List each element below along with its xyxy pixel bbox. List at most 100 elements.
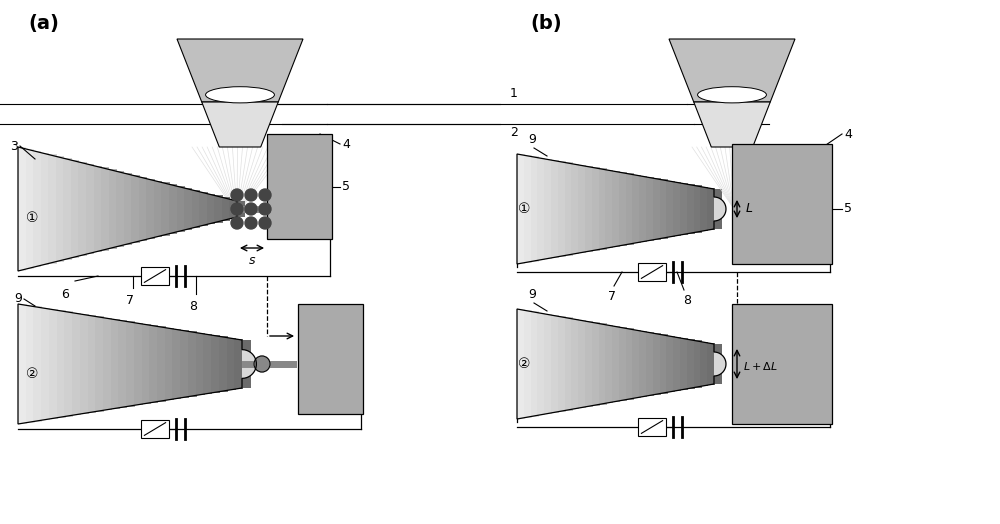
Polygon shape — [707, 188, 715, 230]
Polygon shape — [524, 310, 532, 418]
Polygon shape — [694, 341, 702, 388]
Polygon shape — [700, 342, 708, 386]
Polygon shape — [154, 180, 162, 237]
Polygon shape — [632, 174, 641, 244]
Polygon shape — [673, 337, 681, 391]
Text: (a): (a) — [28, 14, 59, 33]
Polygon shape — [619, 327, 627, 401]
Bar — [732, 144, 832, 264]
Polygon shape — [80, 314, 89, 414]
Text: 8: 8 — [683, 294, 691, 307]
Polygon shape — [172, 329, 181, 399]
Polygon shape — [666, 335, 675, 392]
Polygon shape — [124, 173, 132, 245]
Polygon shape — [626, 173, 634, 245]
Bar — [732, 304, 832, 424]
Polygon shape — [116, 171, 124, 247]
Polygon shape — [139, 177, 147, 241]
Text: 7: 7 — [608, 290, 616, 303]
Polygon shape — [565, 318, 573, 410]
Polygon shape — [49, 309, 58, 419]
Polygon shape — [33, 151, 41, 267]
Circle shape — [245, 203, 257, 215]
Polygon shape — [639, 176, 647, 242]
Bar — [298, 304, 363, 414]
Polygon shape — [687, 339, 695, 389]
Polygon shape — [95, 316, 104, 411]
Polygon shape — [646, 332, 654, 396]
Polygon shape — [207, 193, 215, 224]
Polygon shape — [26, 305, 35, 423]
Text: 8: 8 — [189, 300, 197, 313]
Polygon shape — [639, 331, 647, 397]
Circle shape — [254, 356, 270, 372]
Circle shape — [245, 189, 257, 201]
Polygon shape — [165, 328, 174, 400]
Polygon shape — [592, 322, 600, 406]
Polygon shape — [242, 350, 256, 378]
Polygon shape — [694, 185, 702, 233]
Polygon shape — [592, 167, 600, 250]
Polygon shape — [558, 316, 566, 412]
Circle shape — [231, 189, 243, 201]
Polygon shape — [694, 102, 770, 147]
Polygon shape — [188, 331, 197, 397]
Polygon shape — [619, 172, 627, 246]
Polygon shape — [714, 352, 726, 376]
Polygon shape — [599, 169, 607, 249]
Text: 4: 4 — [342, 137, 350, 150]
Bar — [141, 420, 169, 439]
Polygon shape — [192, 190, 200, 228]
Polygon shape — [57, 310, 66, 418]
Polygon shape — [101, 168, 109, 250]
Text: $L$: $L$ — [745, 202, 753, 215]
Polygon shape — [180, 330, 189, 398]
Bar — [638, 418, 666, 436]
Polygon shape — [64, 311, 73, 417]
Polygon shape — [669, 39, 795, 102]
Polygon shape — [26, 149, 34, 269]
Polygon shape — [714, 189, 722, 229]
Polygon shape — [565, 162, 573, 256]
Polygon shape — [714, 197, 726, 221]
Polygon shape — [18, 147, 26, 271]
Polygon shape — [578, 165, 586, 253]
Polygon shape — [146, 179, 155, 239]
Polygon shape — [517, 309, 525, 419]
Polygon shape — [524, 155, 532, 263]
Polygon shape — [214, 195, 223, 223]
Polygon shape — [626, 329, 634, 400]
Polygon shape — [537, 313, 545, 416]
Bar — [638, 263, 666, 281]
Polygon shape — [41, 152, 49, 266]
Text: 4: 4 — [844, 127, 852, 140]
Text: $s$: $s$ — [248, 254, 256, 267]
Polygon shape — [537, 158, 545, 260]
Circle shape — [259, 203, 271, 215]
Polygon shape — [202, 102, 278, 147]
Text: 6: 6 — [61, 288, 69, 301]
Polygon shape — [103, 318, 112, 410]
Ellipse shape — [206, 86, 274, 103]
Polygon shape — [531, 156, 539, 261]
Polygon shape — [517, 154, 525, 264]
Text: 5: 5 — [342, 180, 350, 193]
Text: 9: 9 — [528, 288, 536, 301]
Polygon shape — [578, 320, 586, 408]
Polygon shape — [660, 179, 668, 238]
Polygon shape — [571, 163, 579, 254]
Bar — [141, 267, 169, 286]
Polygon shape — [161, 182, 170, 236]
Polygon shape — [551, 315, 559, 413]
Polygon shape — [211, 335, 220, 393]
Polygon shape — [177, 39, 303, 102]
Polygon shape — [544, 314, 552, 414]
Polygon shape — [78, 162, 87, 256]
Polygon shape — [531, 311, 539, 417]
Polygon shape — [157, 326, 166, 402]
Polygon shape — [605, 325, 613, 403]
Polygon shape — [33, 307, 42, 421]
Polygon shape — [56, 156, 64, 261]
Polygon shape — [219, 336, 228, 392]
Polygon shape — [585, 166, 593, 252]
